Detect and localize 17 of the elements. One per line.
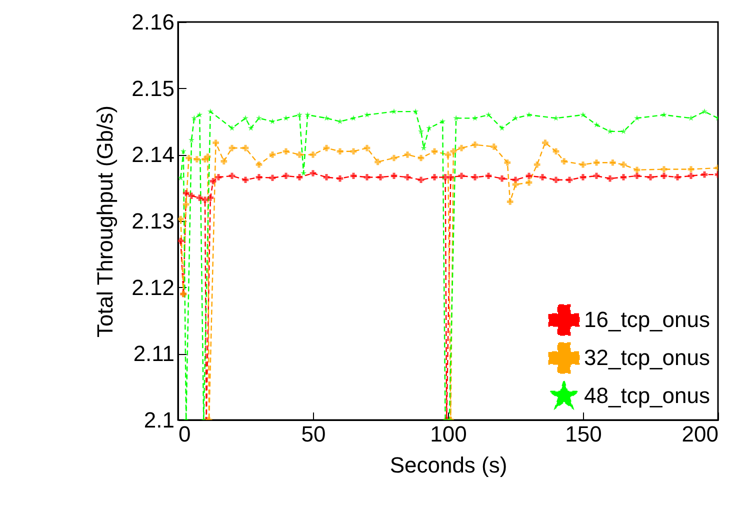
x-tick-label: 200 [682,422,718,446]
x-tick-label: 0 [178,422,191,446]
y-tick-label: 2.15 [132,76,174,101]
x-tick-label: 150 [565,422,602,446]
x-tick-label: 50 [301,422,326,446]
y-tick-label: 2.12 [132,274,174,300]
x-tick-label: 100 [430,422,467,446]
y-tick-label: 2.16 [132,10,174,34]
y-tick-label: 2.14 [132,142,174,168]
legend-label: 32_tcp_onus [584,345,710,370]
y-tick-label: 2.11 [133,341,174,366]
y-tick-label: 2.13 [132,208,174,234]
y-axis-title: Total Throughput (Gb/s) [92,106,118,338]
legend-label: 48_tcp_onus [584,383,710,408]
y-tick-label: 2.1 [144,408,174,432]
x-axis-title: Seconds (s) [390,452,508,478]
legend-label: 16_tcp_onus [584,307,710,332]
